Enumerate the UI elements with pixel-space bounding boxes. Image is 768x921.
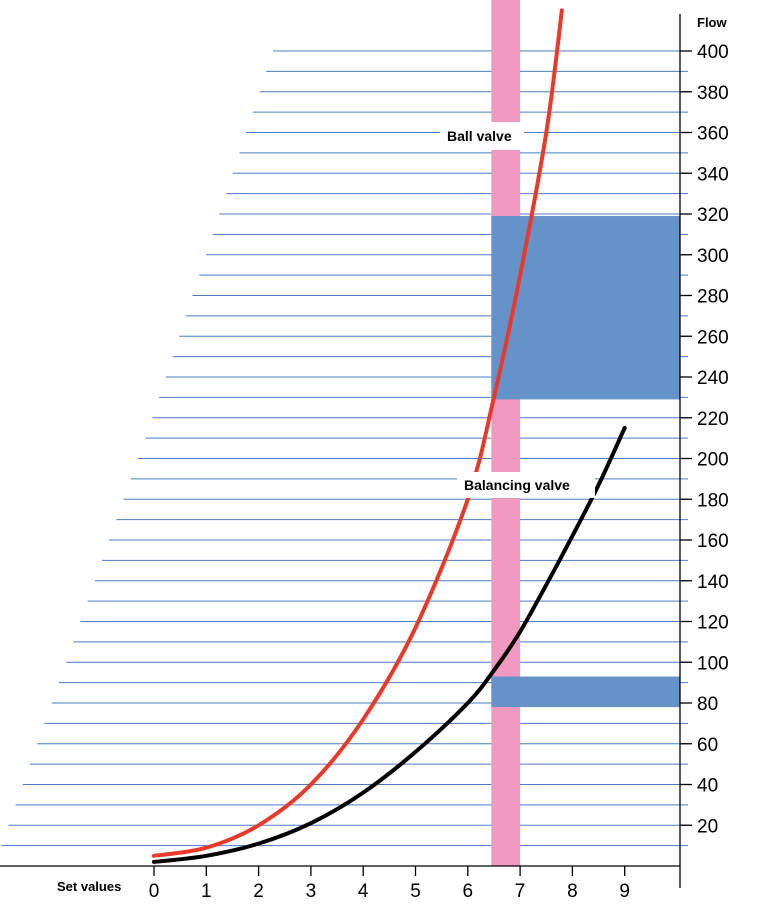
y-tick-label: 100: [697, 653, 729, 674]
x-axis-ticks: 0 1 2 3 4 5 6 7 8 9: [149, 866, 630, 902]
grid-lines: [1, 50, 688, 847]
y-tick-label: 200: [697, 450, 729, 471]
y-axis-ticks: 20 40 60 80 100 120 140 160 180 200 220 240 260 280 30…: [680, 42, 729, 837]
balancing-valve-label: Balancing valve: [464, 477, 570, 493]
y-tick-label: 240: [697, 368, 729, 389]
y-tick-label: 260: [697, 327, 729, 348]
y-tick-label: 220: [697, 409, 729, 430]
y-tick-label: 320: [697, 205, 729, 226]
y-tick-label: 180: [697, 490, 729, 511]
x-tick-label: 5: [410, 881, 421, 902]
x-tick-label: 2: [253, 881, 264, 902]
ball-valve-curve: [152, 8, 564, 858]
x-tick-label: 8: [567, 881, 578, 902]
y-tick-label: 60: [697, 735, 718, 756]
ball-valve-label: Ball valve: [447, 128, 512, 144]
x-tick-label: 9: [619, 881, 630, 902]
y-tick-label: 360: [697, 124, 729, 145]
balancing-valve-flow-range: [491, 676, 680, 708]
x-tick-label: 1: [201, 881, 212, 902]
y-tick-label: 140: [697, 572, 729, 593]
balancing-valve-curve: [152, 425, 627, 864]
balancing-valve-label-group: Balancing valve: [457, 472, 595, 498]
y-axis-title: Flow: [697, 15, 727, 30]
y-tick-label: 160: [697, 531, 729, 552]
y-tick-label: 400: [697, 42, 729, 63]
y-tick-label: 380: [697, 83, 729, 104]
x-tick-label: 7: [515, 881, 526, 902]
x-tick-label: 4: [358, 881, 369, 902]
ball-valve-label-group: Ball valve: [440, 122, 524, 150]
y-tick-label: 20: [697, 816, 718, 837]
x-axis-title: Set values: [57, 879, 121, 894]
x-tick-label: 0: [149, 881, 160, 902]
x-tick-label: 3: [306, 881, 317, 902]
y-tick-label: 280: [697, 287, 729, 308]
y-tick-label: 80: [697, 694, 718, 715]
y-tick-label: 40: [697, 776, 718, 797]
ball-valve-flow-range: [491, 216, 680, 400]
y-tick-label: 120: [697, 613, 729, 634]
y-tick-label: 300: [697, 246, 729, 267]
y-tick-label: 340: [697, 164, 729, 185]
x-tick-label: 6: [463, 881, 474, 902]
